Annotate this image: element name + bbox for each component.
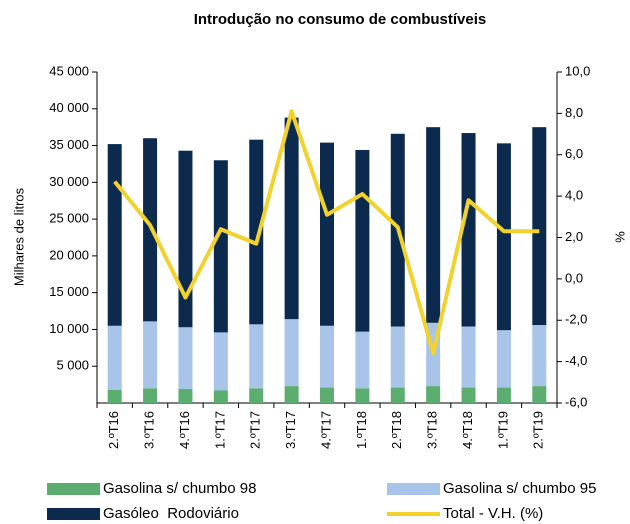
y-axis-label: Milhares de litros bbox=[11, 187, 26, 286]
bar bbox=[249, 388, 264, 403]
bar bbox=[213, 332, 228, 391]
bar bbox=[320, 325, 334, 388]
legend-swatch bbox=[47, 483, 100, 495]
y2-tick-label: -6,0 bbox=[565, 394, 587, 409]
y2-axis-label: % bbox=[612, 231, 627, 243]
y2-tick-label: 6,0 bbox=[565, 146, 583, 161]
bar bbox=[143, 138, 158, 322]
bar bbox=[107, 325, 122, 390]
bar bbox=[355, 149, 370, 332]
chart-title: Introdução no consumo de combustíveis bbox=[194, 11, 487, 28]
y2-tick-label: 2,0 bbox=[565, 229, 583, 244]
bar bbox=[461, 133, 476, 327]
bar bbox=[355, 388, 370, 403]
bar bbox=[496, 387, 511, 403]
x-tick-label: 3.ºT18 bbox=[425, 411, 440, 449]
legend-label: Total - V.H. (%) bbox=[443, 505, 543, 522]
line bbox=[113, 109, 540, 356]
legend-swatch bbox=[387, 483, 440, 495]
bar bbox=[107, 144, 122, 326]
bar bbox=[532, 127, 547, 326]
bar bbox=[213, 390, 228, 403]
x-tick-label: 2.ºT18 bbox=[389, 411, 404, 449]
bar bbox=[143, 388, 158, 403]
bar bbox=[284, 319, 299, 387]
y-tick-label: 30 000 bbox=[49, 174, 89, 189]
legend-label: Gasolina s/ chumbo 98 bbox=[103, 480, 256, 497]
bar bbox=[178, 150, 193, 328]
bar bbox=[284, 117, 299, 320]
bar bbox=[249, 139, 264, 325]
bar bbox=[249, 324, 264, 389]
bar bbox=[496, 143, 511, 331]
bar bbox=[178, 327, 193, 390]
bar bbox=[107, 389, 122, 403]
x-tick-label: 1.ºT18 bbox=[354, 411, 369, 449]
x-tick-label: 2.ºT17 bbox=[248, 411, 263, 449]
y-tick-label: 25 000 bbox=[49, 211, 89, 226]
y-tick-label: 10 000 bbox=[49, 321, 89, 336]
y-tick-label: 15 000 bbox=[49, 284, 89, 299]
x-tick-label: 3.ºT17 bbox=[283, 411, 298, 449]
y-tick-label: 40 000 bbox=[49, 100, 89, 115]
y2-tick-label: 8,0 bbox=[565, 105, 583, 120]
bar bbox=[284, 386, 299, 403]
y-tick-label: 35 000 bbox=[49, 137, 89, 152]
bar bbox=[390, 326, 405, 388]
legend-label: Gasóleo Rodoviário bbox=[103, 505, 239, 522]
y-tick-label: 45 000 bbox=[49, 63, 89, 78]
bar bbox=[496, 330, 511, 388]
bar bbox=[178, 389, 193, 403]
x-tick-label: 3.ºT16 bbox=[142, 411, 157, 449]
bar bbox=[355, 331, 370, 389]
bar bbox=[320, 387, 334, 403]
bar bbox=[461, 387, 476, 403]
y2-tick-label: 10,0 bbox=[565, 63, 590, 78]
x-tick-label: 1.ºT19 bbox=[495, 411, 510, 449]
bar bbox=[461, 326, 476, 388]
bar bbox=[426, 127, 441, 323]
legend-label: Gasolina s/ chumbo 95 bbox=[443, 480, 596, 497]
y2-tick-label: -2,0 bbox=[565, 312, 587, 327]
y2-tick-label: 0,0 bbox=[565, 270, 583, 285]
y2-tick-label: 4,0 bbox=[565, 188, 583, 203]
x-tick-label: 2.ºT19 bbox=[531, 411, 546, 449]
x-tick-label: 2.ºT16 bbox=[106, 411, 121, 449]
bar bbox=[320, 142, 334, 326]
y-tick-label: 5 000 bbox=[56, 358, 89, 373]
x-tick-label: 4.ºT16 bbox=[177, 411, 192, 449]
x-tick-label: 4.ºT17 bbox=[318, 411, 333, 449]
bar bbox=[532, 325, 547, 387]
bar bbox=[426, 386, 441, 403]
x-tick-label: 4.ºT18 bbox=[460, 411, 475, 449]
bar bbox=[213, 160, 228, 333]
x-tick-label: 1.ºT17 bbox=[212, 411, 227, 449]
bar bbox=[390, 387, 405, 403]
y-tick-label: 20 000 bbox=[49, 247, 89, 262]
bar bbox=[532, 386, 547, 403]
y2-tick-label: -4,0 bbox=[565, 353, 587, 368]
legend-swatch bbox=[47, 508, 100, 520]
bar bbox=[143, 321, 158, 389]
